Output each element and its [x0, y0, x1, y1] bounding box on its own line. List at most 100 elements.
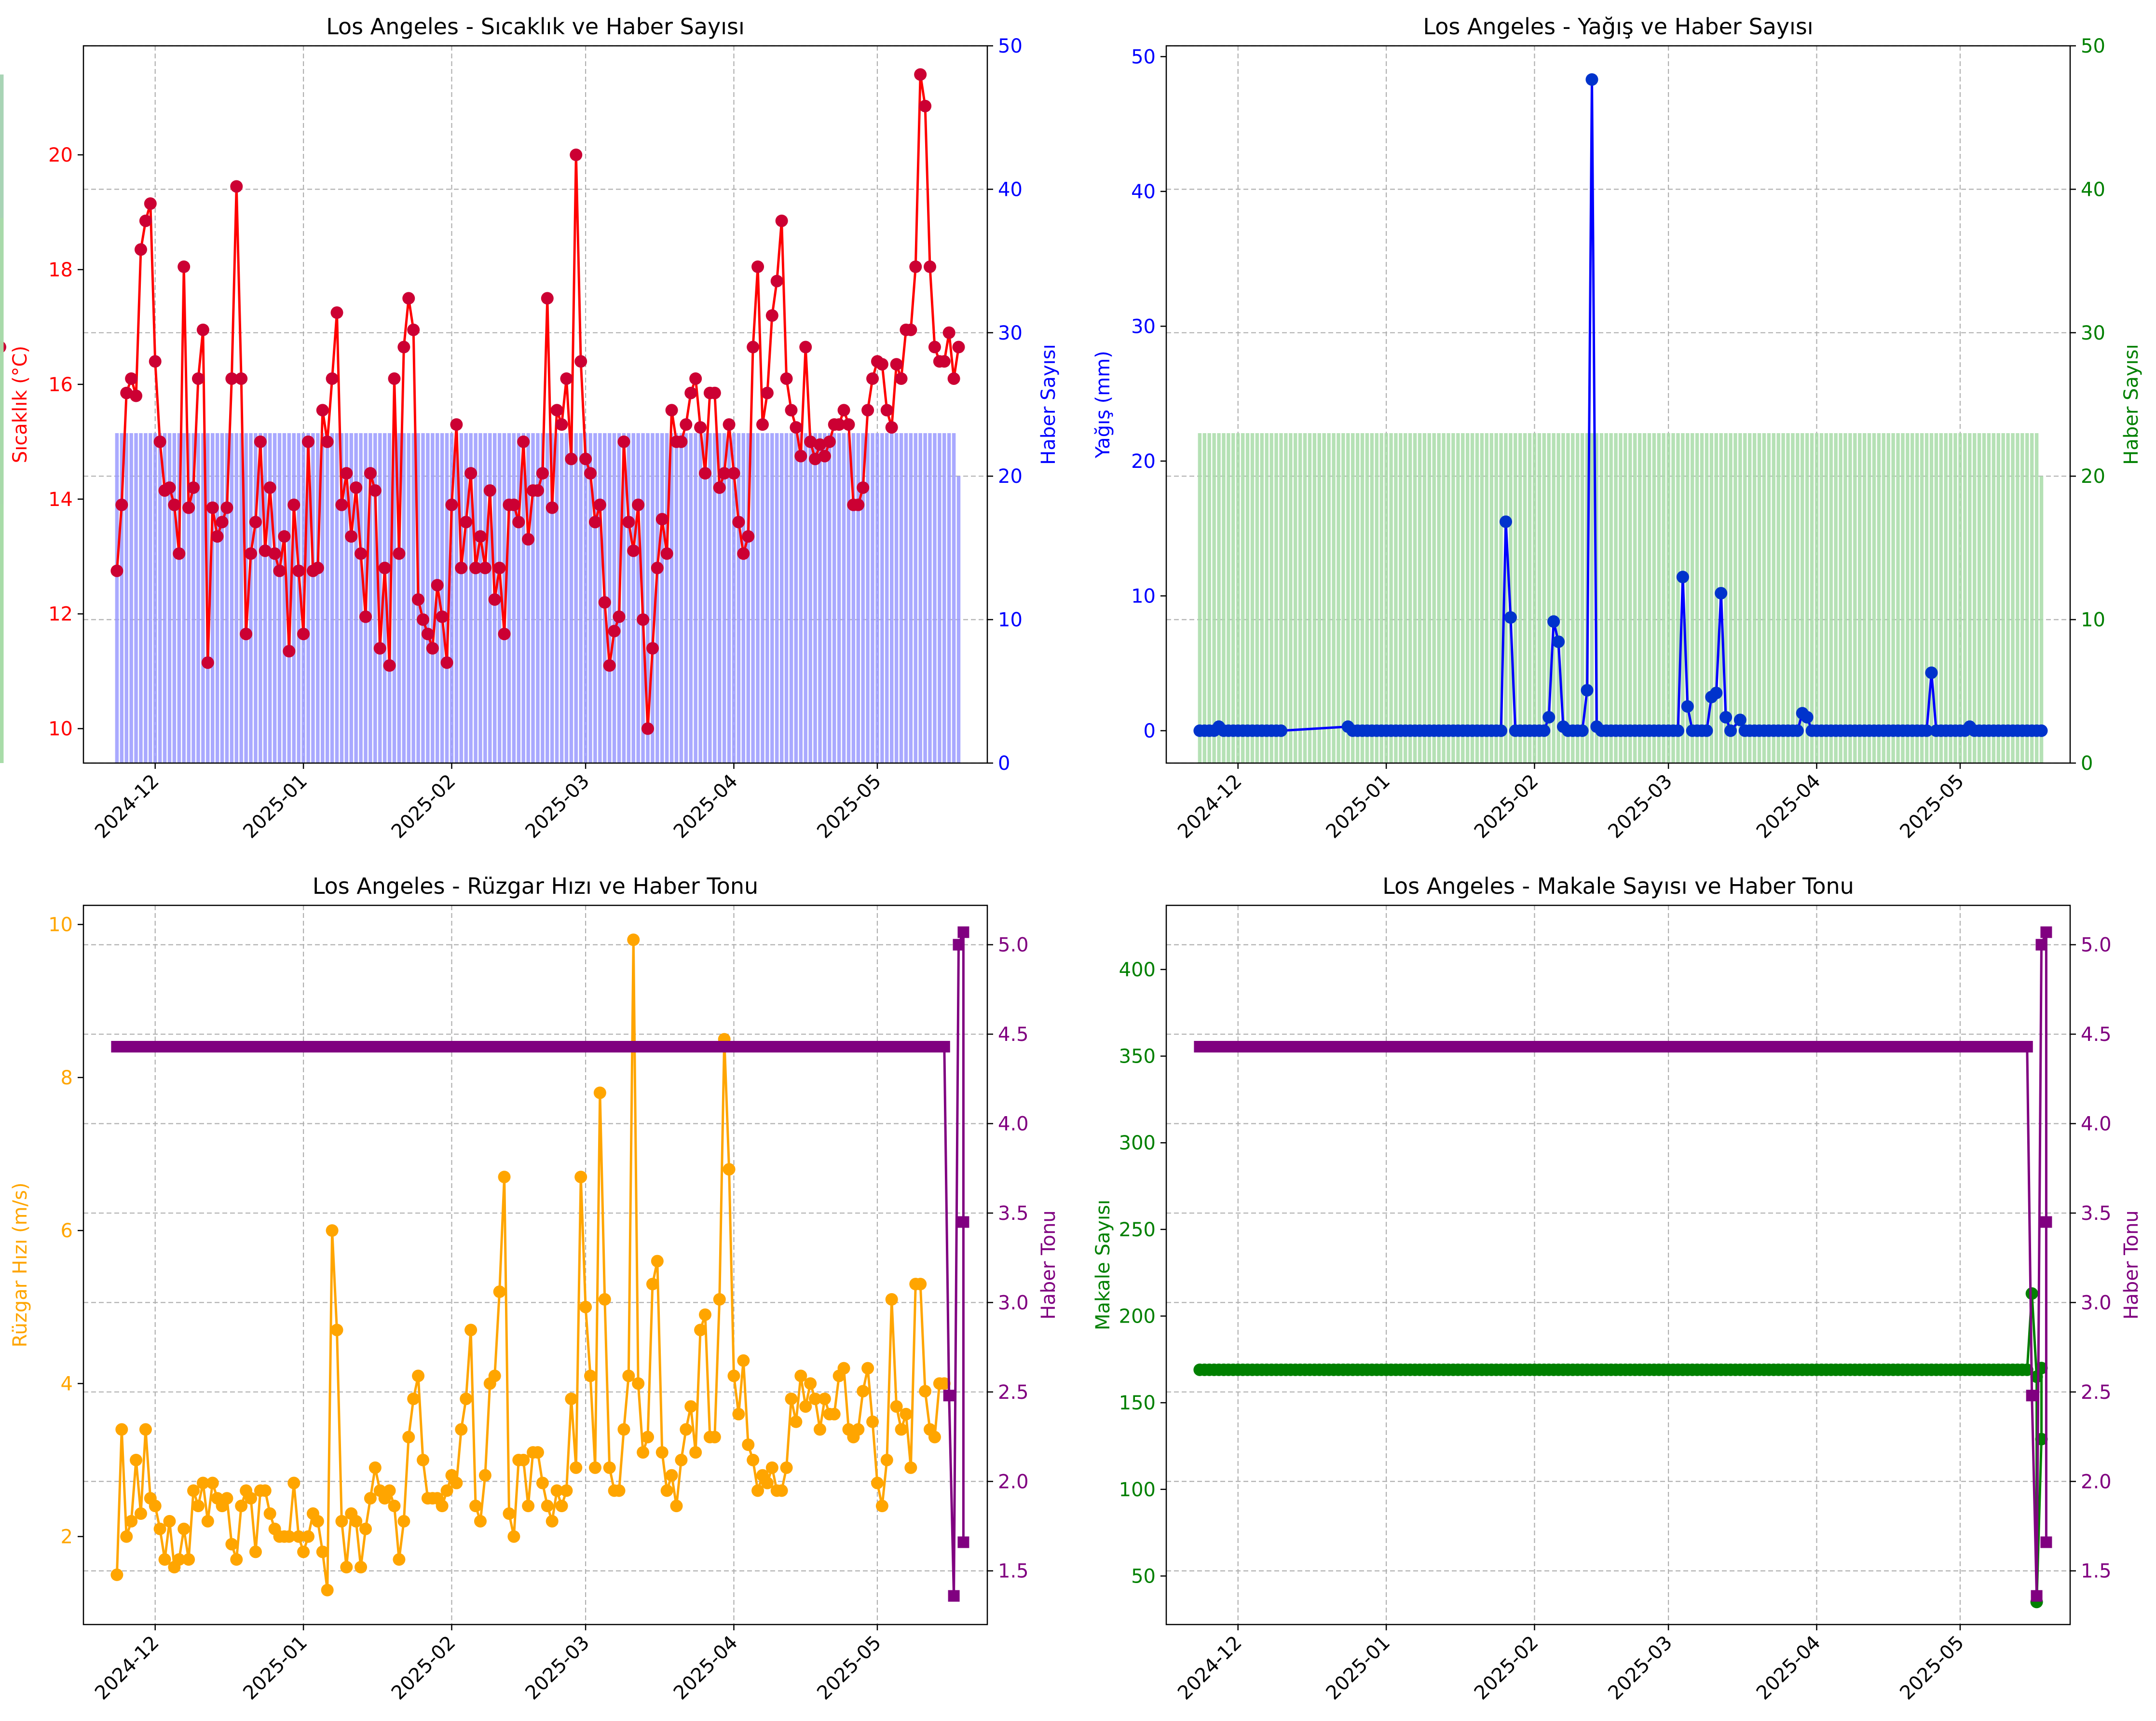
data-point: [139, 1423, 152, 1436]
y-tick-label-right: 20: [2081, 465, 2105, 488]
bar: [1446, 433, 1450, 763]
data-point: [560, 372, 573, 385]
data-point: [857, 1385, 870, 1398]
data-point: [368, 484, 382, 497]
bar: [1700, 433, 1704, 763]
bar: [1250, 433, 1255, 763]
data-point: [517, 1453, 530, 1466]
data-point: [460, 516, 473, 529]
y-tick-label-right: 3.5: [2081, 1202, 2112, 1225]
bar: [254, 433, 258, 763]
data-point: [149, 355, 162, 368]
data-point: [2040, 1536, 2052, 1548]
data-point: [574, 1171, 587, 1184]
bar: [1972, 433, 1977, 763]
data-point: [412, 1369, 425, 1382]
data-point: [125, 372, 138, 385]
bar: [1628, 433, 1632, 763]
bar: [1456, 433, 1460, 763]
bar: [1738, 433, 1742, 763]
bar: [1877, 433, 1881, 763]
data-point: [727, 467, 740, 480]
bar: [1834, 433, 1838, 763]
y-tick-label-right: 0: [2081, 752, 2093, 775]
x-tick-label: 2025-03: [521, 1632, 594, 1705]
bar: [297, 433, 300, 763]
data-point: [493, 1285, 506, 1298]
data-point: [780, 1461, 793, 1474]
data-point: [1504, 611, 1517, 624]
data-point: [866, 372, 879, 385]
data-point: [732, 1407, 745, 1421]
bar: [531, 433, 535, 763]
data-point: [2031, 1590, 2043, 1602]
bar: [1934, 433, 1938, 763]
data-point: [158, 1553, 171, 1566]
y-tick-label-left: 16: [48, 374, 73, 396]
data-point: [837, 404, 850, 417]
bar: [775, 433, 779, 763]
bar: [124, 433, 128, 763]
bar: [1279, 433, 1283, 763]
x-axis: 2024-12 2025-01 2025-02 2025-03 2025-04 2025-…: [91, 1625, 886, 1704]
data-point: [536, 467, 549, 480]
data-point: [861, 1362, 874, 1375]
bar: [1576, 433, 1580, 763]
bar: [392, 433, 396, 763]
data-point: [818, 450, 831, 463]
bar: [354, 433, 358, 763]
data-point: [191, 372, 205, 385]
data-point: [196, 323, 209, 336]
data-point: [603, 1461, 616, 1474]
bar: [713, 433, 717, 763]
bar: [813, 433, 817, 763]
y-tick-label-left: 10: [48, 718, 73, 740]
y-tick-label-left: 400: [1119, 959, 1156, 981]
data-point: [378, 561, 391, 574]
bar: [129, 433, 133, 763]
bar: [1910, 433, 1914, 763]
data-point: [364, 1492, 377, 1505]
bar: [851, 433, 856, 763]
bar: [1475, 433, 1479, 763]
data-point: [598, 1293, 611, 1306]
line-series-left: [1193, 1287, 2048, 1609]
bar: [732, 433, 736, 763]
x-tick-label: 2025-04: [1752, 1632, 1825, 1705]
bar: [889, 433, 894, 763]
bar: [1953, 433, 1957, 763]
data-point: [579, 1300, 592, 1313]
data-point: [120, 386, 133, 399]
y-tick-label-right: 30: [998, 322, 1023, 344]
data-point: [110, 564, 123, 577]
data-point: [416, 1453, 429, 1466]
y-tick-label-right: 4.5: [2081, 1024, 2112, 1046]
data-point: [292, 1530, 305, 1543]
bar: [1633, 433, 1637, 763]
data-point: [1710, 686, 1723, 699]
bar: [517, 433, 521, 763]
bar: [1532, 433, 1537, 763]
data-point: [579, 452, 592, 465]
data-point: [598, 596, 611, 609]
line-series-left: [1193, 73, 2048, 737]
data-point: [149, 1500, 162, 1513]
bar: [784, 433, 789, 763]
bar: [1743, 433, 1747, 763]
data-point: [2020, 1363, 2033, 1376]
bar: [1418, 433, 1422, 763]
x-tick-label: 2025-05: [1896, 770, 1968, 843]
data-point: [780, 372, 793, 385]
bar: [464, 433, 468, 763]
data-point: [115, 498, 128, 511]
data-point: [761, 386, 774, 399]
y-tick-label-left: 20: [1131, 451, 1156, 473]
bar: [1729, 433, 1733, 763]
data-point: [393, 1553, 406, 1566]
data-point: [201, 1515, 214, 1528]
data-point: [919, 1385, 932, 1398]
bar: [1599, 433, 1604, 763]
data-point: [498, 1171, 511, 1184]
data-point: [852, 1423, 865, 1436]
